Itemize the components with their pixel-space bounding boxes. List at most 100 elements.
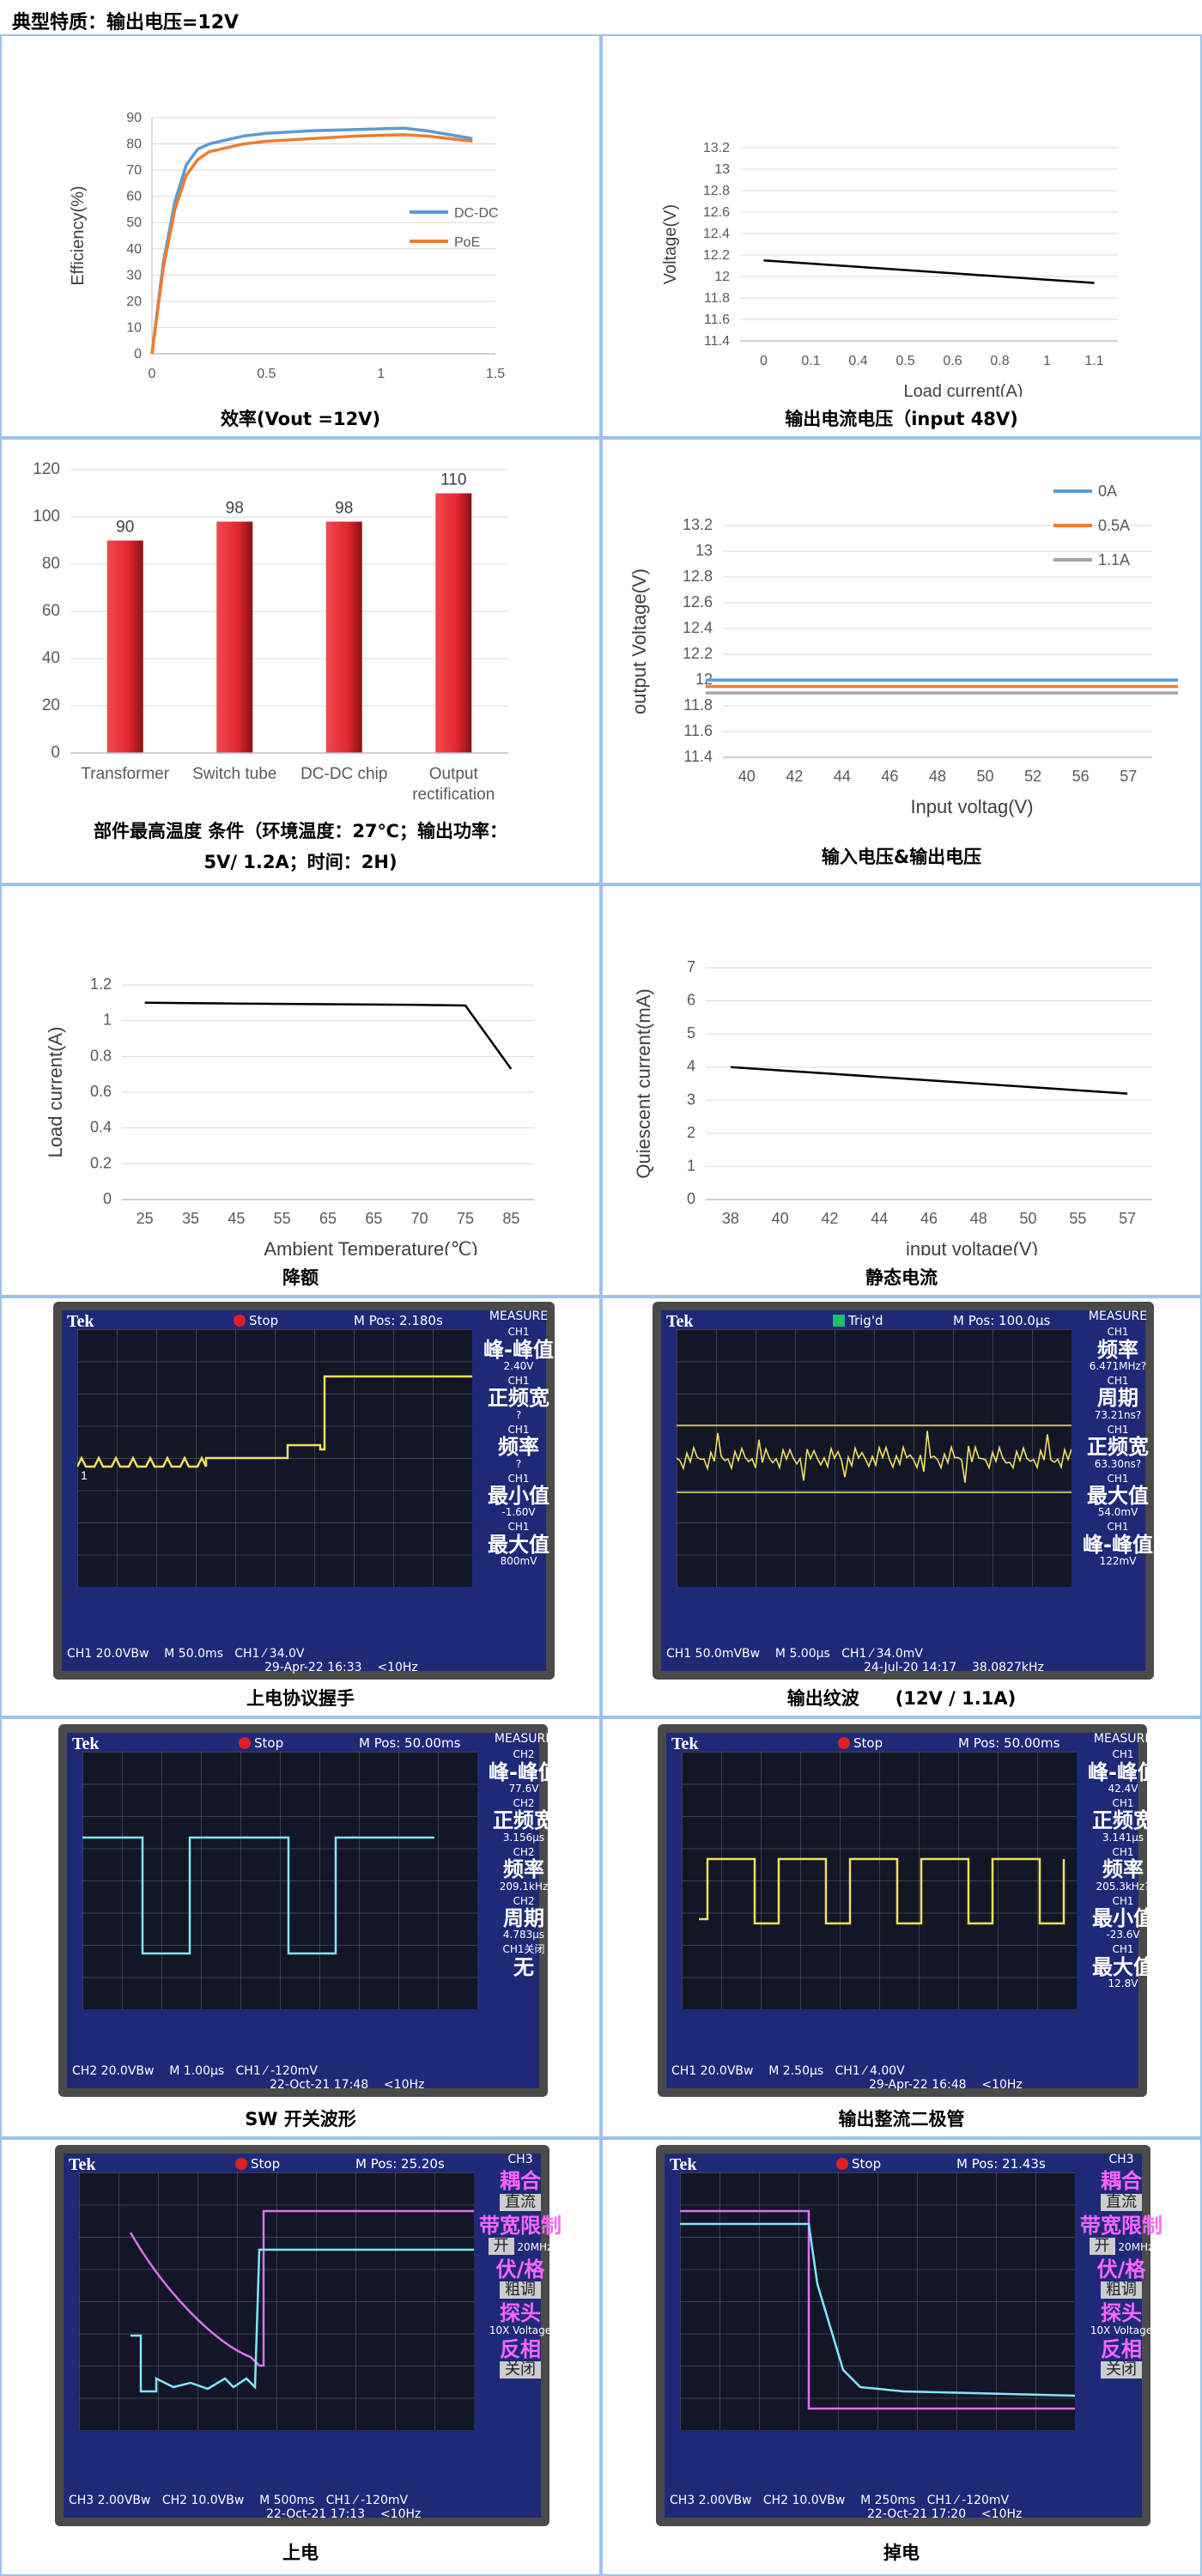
scope-status: Stop — [235, 2156, 280, 2172]
component-temp-chart: 0 20 40 60 80 100 120 90 Transformer 98 Switch tub… — [33, 460, 508, 804]
control-button: 开 — [488, 2238, 514, 2255]
control-button: 粗调 — [500, 2281, 541, 2299]
scope-bottom-line2: 22-Oct-21 17:48 <10Hz — [270, 2078, 424, 2092]
y-tick-label: 11.4 — [683, 748, 713, 765]
control-button: 粗调 — [1101, 2281, 1142, 2299]
scope-mpos: M Pos: 21.43s — [956, 2156, 1046, 2172]
measure-value: -23.6V — [1106, 1929, 1140, 1941]
caption-power-off: 掉电 — [883, 2543, 920, 2563]
trace-ch1 — [677, 1431, 1071, 1483]
measure-channel: CH1 — [1112, 1845, 1134, 1858]
x-tick-label: 0.4 — [848, 354, 867, 368]
y-tick-label: 11.6 — [704, 313, 730, 327]
scope-brand-logo: Tek — [67, 1312, 94, 1331]
scope-panel-header: MEASURE — [494, 1732, 554, 1746]
scope-date: 22-Oct-21 17:20 — [867, 2507, 967, 2521]
x-tick-label: 65 — [319, 1210, 337, 1227]
control-label: 反相 — [500, 2336, 541, 2361]
stop-icon — [838, 1737, 850, 1749]
caption-output-current-voltage: 输出电流电压（input 48V) — [785, 409, 1018, 429]
y-tick-label: 11.8 — [704, 291, 730, 306]
control-row: 直流 — [479, 2193, 562, 2215]
y-tick-label: 13.2 — [703, 141, 730, 155]
caption-component-temp-line2: 5V/ 1.2A；时间：2H) — [203, 852, 398, 872]
control-label: 反相 — [1101, 2336, 1142, 2361]
y-tick-label: 30 — [126, 268, 142, 283]
y-tick-label: 0 — [687, 1190, 695, 1207]
scope-freq: <10Hz — [966, 2507, 1023, 2521]
scope-timebase: M 1.00μs — [154, 2064, 225, 2078]
measure-channel: CH1 — [1107, 1326, 1129, 1339]
measure-label: 峰-峰值 — [1083, 1532, 1153, 1557]
y-tick-label: 0.8 — [90, 1047, 112, 1064]
scope-date: 29-Apr-22 16:48 — [869, 2078, 967, 2092]
trace-ch3 — [680, 2209, 1075, 2410]
cell-sw-waveform: Tek Stop M Pos: 50.00ms MEASURE CH2 峰-峰值 77.6V… — [0, 1717, 601, 2138]
x-tick-label: Switch tube — [192, 765, 276, 783]
scope-bottom-bar: CH3 2.00VBw CH2 10.0VBw M 500ms CH1 ⁄ -1… — [69, 2494, 421, 2521]
measure-label: 正频宽 — [493, 1808, 555, 1833]
control-label: 带宽限制 — [1080, 2213, 1163, 2238]
y-tick-label: 20 — [42, 696, 60, 714]
stop-icon — [239, 1737, 251, 1749]
caption-output-ripple: 输出纹波 (12V / 1.1A) — [786, 1688, 1017, 1709]
control-extra: 20MHz — [1114, 2240, 1154, 2253]
control-extra: 10X Voltage — [489, 2324, 552, 2337]
measure-value: 2.40V — [503, 1359, 534, 1372]
scope-panel-header: CH3 — [507, 2153, 533, 2166]
legend-label: 1.1A — [1098, 551, 1130, 568]
x-tick-label: 0.5 — [257, 367, 276, 381]
x-tick-label: 44 — [834, 768, 851, 785]
y-tick-label: 12.2 — [683, 645, 713, 662]
control-button: 关闭 — [1101, 2361, 1142, 2379]
y-tick-label: 12.6 — [683, 593, 713, 611]
measure-channel: CH2 — [513, 1894, 535, 1907]
scope-scale: CH1 20.0VBw — [671, 2064, 754, 2078]
measure-value: 6.471MHz? — [1089, 1359, 1147, 1372]
scope-side-panel: MEASURE CH1 峰-峰值 42.4V CH1 正频宽 3.141μs CH1 频率 205… — [1082, 1732, 1164, 1993]
y-tick-label: 12.6 — [703, 205, 730, 220]
y-tick-label: 0.2 — [90, 1154, 112, 1171]
y-tick-label: 1 — [687, 1157, 695, 1174]
x-tick-label: 46 — [881, 768, 898, 785]
scope-brand-logo: Tek — [670, 2155, 697, 2174]
measure-label: 周期 — [503, 1905, 544, 1930]
y-tick-label: 11.6 — [683, 722, 713, 739]
cell-power-on: Tek Stop M Pos: 25.20s CH3 耦合 直流 带宽限制开 20MHz 伏/… — [0, 2138, 601, 2576]
measure-channel: CH1 — [507, 1521, 530, 1534]
scope-timebase: M 250ms — [845, 2494, 916, 2507]
legend-label: PoE — [454, 235, 480, 250]
legend-label: DC-DC — [454, 206, 499, 221]
measure-channel: CH2 — [513, 1797, 535, 1810]
scope-trigger: CH1 ⁄ -120mV — [224, 2064, 318, 2078]
x-tick-label: 85 — [502, 1210, 519, 1227]
y-tick-label: 12.2 — [703, 248, 730, 263]
measure-value: 77.6V — [508, 1782, 539, 1795]
x-tick-label: 0.8 — [990, 354, 1009, 368]
legend-label: 0A — [1098, 483, 1117, 500]
scope-mpos: M Pos: 25.20s — [355, 2156, 445, 2172]
control-row: 开 20MHz — [479, 2237, 562, 2258]
x-tick-label: 46 — [920, 1210, 938, 1227]
x-tick-label: 42 — [821, 1210, 838, 1227]
measure-value: 205.3kHz? — [1096, 1880, 1150, 1893]
y-tick-label: 11.8 — [683, 696, 713, 714]
measure-channel: CH1 — [507, 1326, 530, 1339]
measure-label: 正频宽 — [1087, 1435, 1149, 1460]
scope-waveform: 1 — [77, 1375, 472, 1482]
scope-status-label: Stop — [251, 2156, 281, 2172]
x-tick-label: 0 — [760, 354, 768, 368]
stop-icon — [234, 1315, 246, 1327]
measure-label: 频率 — [1102, 1857, 1144, 1882]
control-button: 关闭 — [500, 2361, 541, 2379]
cell-derating: 0 0.2 0.4 0.6 0.8 1 1.2 25 35 45 55 65 65 70 75 85 Ambie… — [0, 884, 601, 1297]
control-label: 耦合 — [500, 2169, 541, 2194]
scope-date: 22-Oct-21 17:13 — [266, 2507, 366, 2521]
measure-channel: CH1 — [1112, 1894, 1134, 1907]
measure-channel: CH1 — [507, 1423, 530, 1436]
x-tick-label: 45 — [228, 1210, 245, 1227]
scope-bottom-line2: 22-Oct-21 17:13 <10Hz — [266, 2507, 421, 2521]
x-tick-label: 25 — [137, 1210, 154, 1227]
x-tick-label: 44 — [871, 1210, 888, 1227]
control-label: 探头 — [1101, 2300, 1142, 2325]
